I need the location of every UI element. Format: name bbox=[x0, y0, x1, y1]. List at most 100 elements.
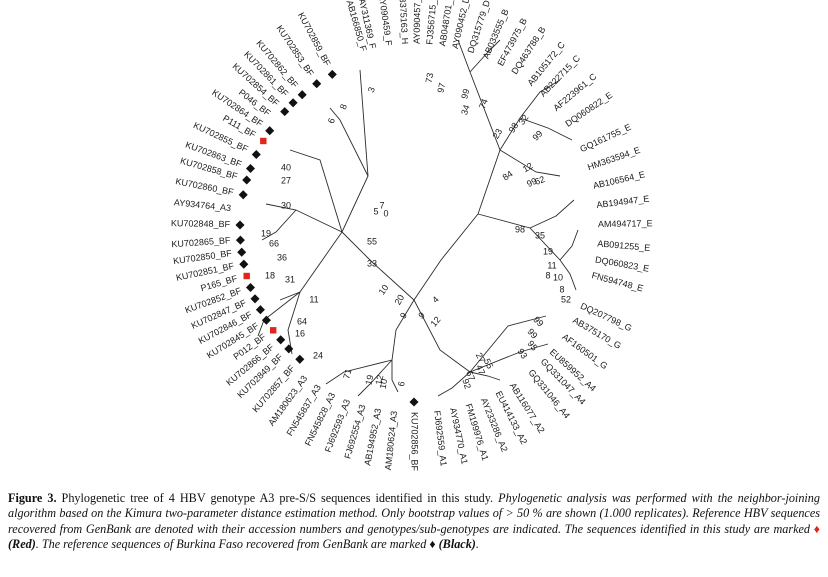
tree-branch bbox=[265, 203, 343, 233]
tip-label: FJ356715_H bbox=[424, 0, 438, 45]
bootstrap-value: 34 bbox=[459, 103, 472, 116]
tip-label: AY934764_A3 bbox=[173, 197, 231, 213]
black-marker bbox=[255, 305, 265, 315]
tree-branch bbox=[341, 231, 415, 301]
tip-label: KU702865_BF bbox=[171, 235, 231, 249]
bootstrap-value: 55 bbox=[367, 236, 377, 246]
tree-branch bbox=[469, 71, 501, 215]
red-marker bbox=[243, 272, 250, 280]
tree-branch bbox=[289, 149, 343, 233]
red-marker bbox=[260, 137, 267, 145]
black-marker bbox=[242, 175, 252, 185]
bootstrap-value: 97 bbox=[435, 82, 447, 94]
bootstrap-value: 24 bbox=[313, 350, 323, 360]
tip-label: HM363594_E bbox=[586, 145, 641, 172]
black-marker bbox=[235, 220, 245, 230]
bootstrap-value: 16 bbox=[295, 328, 305, 338]
tree-branch bbox=[257, 291, 301, 337]
black-marker bbox=[295, 354, 305, 364]
tree-branch bbox=[469, 343, 549, 373]
bootstrap-value: 9 bbox=[398, 311, 409, 321]
bootstrap-value: 98 bbox=[515, 224, 525, 234]
bootstrap-value: 20 bbox=[393, 293, 407, 307]
black-marker bbox=[297, 90, 307, 100]
bootstrap-value: 12 bbox=[521, 161, 535, 175]
red-marker bbox=[270, 327, 277, 334]
tree-branch bbox=[413, 299, 471, 373]
tip-label: AB194947_E bbox=[596, 194, 650, 210]
bootstrap-value: 99 bbox=[525, 176, 538, 189]
black-diamond-icon: ♦ bbox=[429, 537, 436, 552]
bootstrap-value: 7 bbox=[379, 200, 384, 210]
black-marker bbox=[245, 282, 256, 293]
tree-branch bbox=[437, 371, 471, 397]
bootstrap-value: 12 bbox=[428, 315, 442, 329]
tip-label: KU702856_BF bbox=[410, 412, 420, 472]
bootstrap-value: 99 bbox=[530, 128, 544, 142]
tip-label: FN594748_E bbox=[591, 270, 645, 293]
bootstrap-value: 92 bbox=[460, 377, 473, 390]
black-marker bbox=[245, 163, 256, 174]
tip-label: AM180624_A3 bbox=[383, 410, 399, 470]
black-marker bbox=[288, 98, 298, 108]
black-marker bbox=[312, 79, 322, 89]
bootstrap-value: 18 bbox=[265, 270, 275, 280]
bootstrap-value: 11 bbox=[309, 294, 318, 304]
tree-branch bbox=[357, 359, 393, 397]
bootstrap-value: 8 bbox=[338, 103, 349, 111]
tree-branch bbox=[559, 259, 577, 291]
bootstrap-value: 10 bbox=[377, 283, 391, 297]
tree-branch bbox=[499, 79, 561, 151]
bootstrap-value: 31 bbox=[285, 274, 295, 284]
caption-body: Phylogenetic analysis was performed with… bbox=[8, 491, 820, 536]
tip-label: AB194952_A3 bbox=[362, 408, 383, 467]
bootstrap-value: 93 bbox=[516, 347, 530, 361]
bootstrap-value: 0 bbox=[383, 208, 388, 218]
black-marker bbox=[235, 235, 245, 245]
black-marker bbox=[276, 335, 286, 345]
black-marker bbox=[265, 126, 275, 136]
tree-branch bbox=[261, 209, 297, 241]
black-marker bbox=[280, 107, 290, 117]
bootstrap-value: 74 bbox=[477, 97, 490, 110]
caption-end: . bbox=[475, 537, 479, 552]
tip-label: FJ692559_A1 bbox=[432, 410, 449, 467]
tip-label: AY090459_F bbox=[377, 0, 394, 47]
figure-caption: Figure 3. Phylogenetic tree of 4 HBV gen… bbox=[8, 491, 820, 553]
caption-label: Figure 3. bbox=[8, 491, 57, 505]
tree-branch bbox=[329, 107, 369, 177]
bootstrap-value: 27 bbox=[474, 351, 488, 365]
bootstrap-value: 33 bbox=[367, 258, 377, 268]
tree-branch bbox=[469, 371, 501, 381]
bootstrap-value: 6 bbox=[326, 117, 337, 125]
bootstrap-value: 11 bbox=[547, 260, 556, 270]
bootstrap-value: 8 bbox=[545, 270, 550, 280]
tree-branch bbox=[287, 291, 301, 355]
bootstrap-value: 30 bbox=[281, 200, 291, 210]
bootstrap-value: 10 bbox=[378, 378, 390, 390]
bootstrap-value: 36 bbox=[277, 252, 287, 262]
tip-label: DQ060823_E bbox=[594, 254, 649, 273]
tip-label: AY090457_H bbox=[412, 0, 423, 44]
bootstrap-value: 73 bbox=[424, 72, 436, 84]
caption-red-word: (Red) bbox=[8, 537, 36, 552]
tip-label: AM494717_E bbox=[598, 218, 653, 229]
tree-branches bbox=[257, 39, 579, 397]
black-marker bbox=[237, 247, 247, 257]
bootstrap-value: 64 bbox=[297, 316, 307, 326]
caption-black-word: (Black) bbox=[438, 537, 476, 552]
tree-branch bbox=[457, 39, 471, 73]
bootstrap-value: 55 bbox=[482, 357, 495, 370]
tree-branch bbox=[469, 39, 501, 73]
tree-branch bbox=[529, 199, 575, 229]
black-marker bbox=[238, 190, 248, 200]
red-diamond-icon: ♦ bbox=[813, 521, 820, 536]
bootstrap-value: 27 bbox=[281, 175, 291, 185]
bootstrap-value: 19 bbox=[363, 374, 375, 386]
tip-markers bbox=[235, 69, 419, 407]
tip-label: KU702860_BF bbox=[175, 176, 235, 197]
black-marker bbox=[239, 259, 249, 269]
bootstrap-value: 23 bbox=[491, 127, 505, 141]
